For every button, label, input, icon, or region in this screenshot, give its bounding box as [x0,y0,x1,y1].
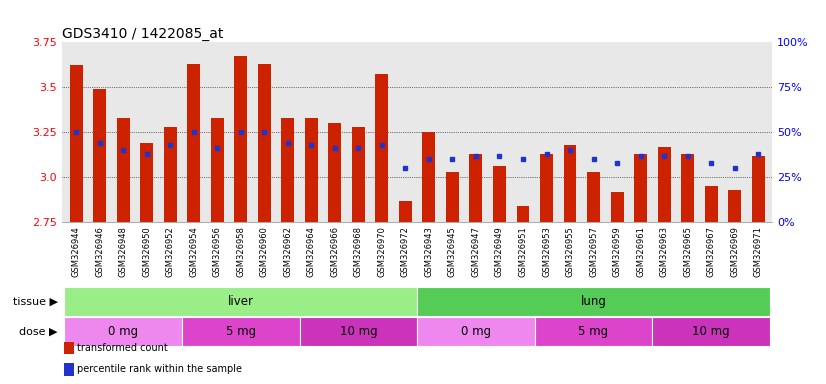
Bar [64,287,417,316]
Text: GSM326952: GSM326952 [166,226,174,277]
Bar [93,89,106,222]
Bar [300,317,417,346]
Bar [516,206,529,222]
Text: GSM326963: GSM326963 [660,226,668,277]
Text: GSM326958: GSM326958 [236,226,245,277]
Text: GSM326964: GSM326964 [306,226,316,277]
Text: GSM326957: GSM326957 [589,226,598,277]
Bar [69,65,83,222]
Bar [375,74,388,222]
Bar [182,317,300,346]
Text: GSM326965: GSM326965 [683,226,692,277]
Bar [752,156,765,222]
Text: GSM326972: GSM326972 [401,226,410,277]
Text: 5 mg: 5 mg [578,325,609,338]
Bar [64,317,182,346]
Text: GSM326946: GSM326946 [95,226,104,277]
Text: GSM326950: GSM326950 [142,226,151,277]
Bar [258,63,271,222]
Text: GSM326959: GSM326959 [613,226,622,277]
Text: GSM326944: GSM326944 [72,226,81,277]
Bar [417,287,770,316]
Bar [211,118,224,222]
Bar [399,201,412,222]
Text: 0 mg: 0 mg [461,325,491,338]
Bar [681,154,694,222]
Bar [417,317,534,346]
Text: transformed count: transformed count [77,343,168,353]
Bar [235,56,247,222]
Text: GSM326954: GSM326954 [189,226,198,277]
Bar [729,190,741,222]
Bar [653,317,770,346]
Bar [534,317,653,346]
Text: dose ▶: dose ▶ [19,326,58,336]
Text: 10 mg: 10 mg [339,325,377,338]
Text: GSM326945: GSM326945 [448,226,457,277]
Text: GSM326951: GSM326951 [519,226,528,277]
Bar [610,192,624,222]
Text: GSM326956: GSM326956 [212,226,221,277]
Bar [305,118,318,222]
Text: 10 mg: 10 mg [692,325,730,338]
Bar [329,123,341,222]
Bar [188,63,200,222]
Text: GSM326971: GSM326971 [753,226,762,277]
Text: 0 mg: 0 mg [108,325,138,338]
Text: lung: lung [581,295,606,308]
Bar [352,127,365,222]
Text: GSM326960: GSM326960 [259,226,268,277]
Text: GSM326947: GSM326947 [472,226,481,277]
Text: GSM326943: GSM326943 [425,226,434,277]
Bar [116,118,130,222]
Bar [422,132,435,222]
Bar [446,172,459,222]
Text: GSM326961: GSM326961 [636,226,645,277]
Text: tissue ▶: tissue ▶ [13,296,58,307]
Text: GSM326966: GSM326966 [330,226,339,277]
Text: 5 mg: 5 mg [225,325,256,338]
Bar [563,145,577,222]
Text: GSM326955: GSM326955 [566,226,575,277]
Text: liver: liver [228,295,254,308]
Bar [634,154,647,222]
Text: GSM326968: GSM326968 [354,226,363,277]
Text: GSM326967: GSM326967 [707,226,715,277]
Bar [469,154,482,222]
Text: GSM326962: GSM326962 [283,226,292,277]
Bar [587,172,600,222]
Text: GSM326949: GSM326949 [495,226,504,277]
Text: GDS3410 / 1422085_at: GDS3410 / 1422085_at [62,27,223,41]
Text: GSM326969: GSM326969 [730,226,739,277]
Text: percentile rank within the sample: percentile rank within the sample [77,364,242,374]
Text: GSM326948: GSM326948 [119,226,127,277]
Bar [493,166,506,222]
Bar [705,186,718,222]
Bar [540,154,553,222]
Bar [657,147,671,222]
Bar [164,127,177,222]
Bar [282,118,294,222]
Text: GSM326953: GSM326953 [542,226,551,277]
Text: GSM326970: GSM326970 [377,226,387,277]
Bar [140,143,153,222]
